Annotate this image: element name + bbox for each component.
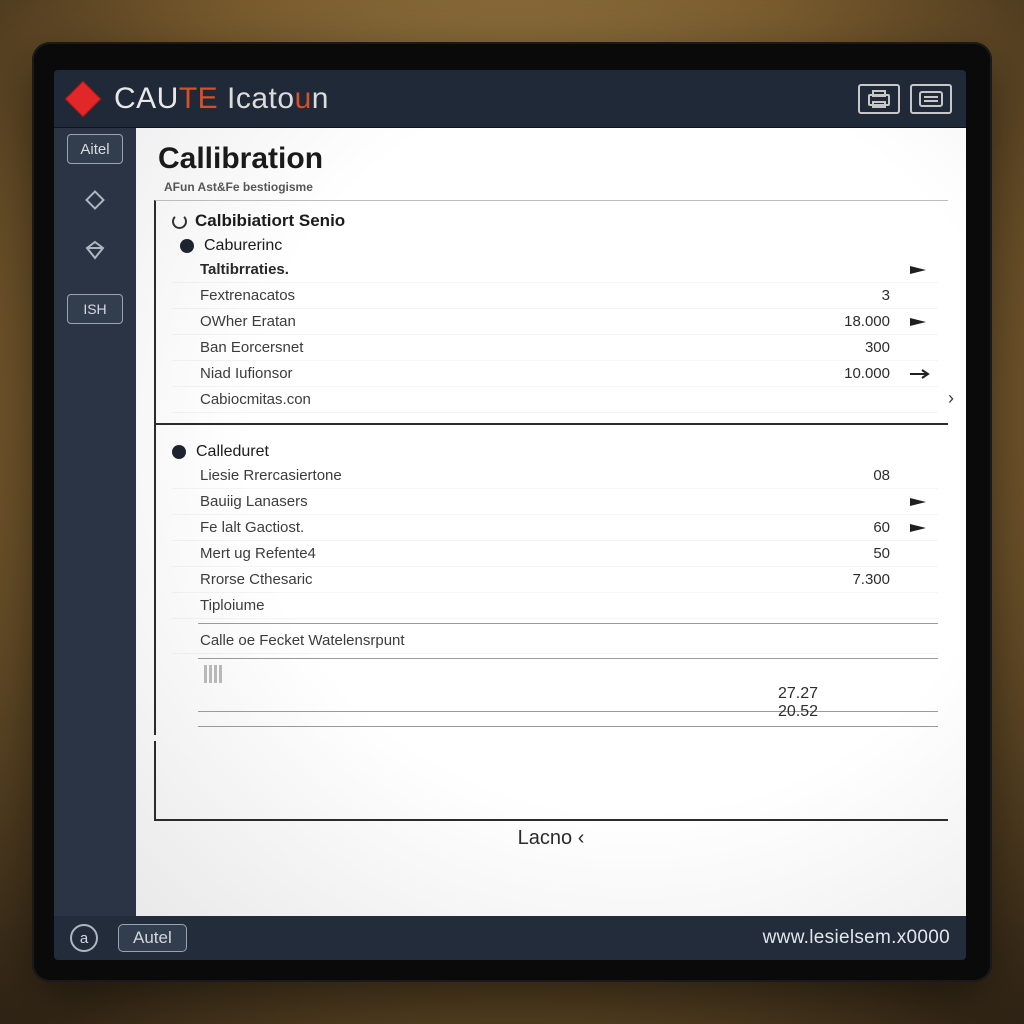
title-part-2: Icato bbox=[218, 82, 294, 115]
caret-icon bbox=[908, 522, 938, 534]
data-row[interactable]: Taltibrraties. bbox=[172, 257, 938, 283]
row-label: Fe lalt Gactiost. bbox=[200, 519, 818, 536]
footer-label: Calle oe Fecket Watelensrpunt bbox=[200, 632, 938, 649]
row-value: 50 bbox=[818, 545, 908, 562]
row-value: 300 bbox=[818, 339, 908, 356]
title-accent-1: TE bbox=[179, 82, 218, 115]
diamond-outline-icon[interactable] bbox=[81, 186, 109, 214]
subheader-2-label: Calleduret bbox=[196, 443, 269, 461]
page-title: Callibration bbox=[136, 128, 966, 178]
print-icon[interactable] bbox=[858, 84, 900, 114]
mini-bars-icon bbox=[172, 663, 938, 685]
row-label: Tiploiume bbox=[200, 597, 818, 614]
device-icon[interactable] bbox=[910, 84, 952, 114]
row-label: Mert ug Refente4 bbox=[200, 545, 818, 562]
bottom-nav-label[interactable]: Lacno ‹ bbox=[136, 821, 966, 850]
row-label: Rrorse Cthesaric bbox=[200, 571, 818, 588]
row-label: Niad Iufionsor bbox=[200, 365, 818, 382]
row-label: Liesie Rrercasiertone bbox=[200, 467, 818, 484]
caret-icon bbox=[908, 316, 938, 328]
sidebar-ish-button[interactable]: ISH bbox=[67, 294, 123, 324]
body-row: Aitel ISH Callibration AFun Ast&Fe besti… bbox=[54, 128, 966, 916]
rule bbox=[198, 711, 938, 712]
row-label: Fextrenacatos bbox=[200, 287, 818, 304]
row-label: Taltibrraties. bbox=[200, 261, 818, 278]
title-part-1: CAU bbox=[114, 82, 179, 115]
row-label: Bauiig Lanasers bbox=[200, 493, 818, 510]
data-row[interactable]: Mert ug Refente450 bbox=[172, 541, 938, 567]
logo-diamond-icon bbox=[65, 80, 102, 117]
stack-val-1: 20.52 bbox=[778, 703, 818, 721]
subheader-1-label: Caburerinc bbox=[204, 237, 282, 255]
row-value: 08 bbox=[818, 467, 908, 484]
rule bbox=[198, 658, 938, 659]
data-row[interactable]: Fe lalt Gactiost.60 bbox=[172, 515, 938, 541]
section-2: Calleduret Liesie Rrercasiertone08Bauiig… bbox=[154, 431, 948, 735]
footer-label-row: Calle oe Fecket Watelensrpunt bbox=[172, 628, 938, 654]
row-value: 3 bbox=[818, 287, 908, 304]
row-value: 7.300 bbox=[818, 571, 908, 588]
data-row[interactable]: Rrorse Cthesaric7.300 bbox=[172, 567, 938, 593]
row-value: 10.000 bbox=[818, 365, 908, 382]
row-label: Ban Eorcersnet bbox=[200, 339, 818, 356]
help-icon[interactable]: a bbox=[70, 924, 98, 952]
data-row[interactable]: OWher Eratan18.000 bbox=[172, 309, 938, 335]
sidebar: Aitel ISH bbox=[54, 128, 136, 916]
section-divider bbox=[156, 423, 948, 425]
device-bezel: CAUTE Icatoun Aitel ISH bbox=[32, 42, 992, 982]
top-bar: CAUTE Icatoun bbox=[54, 70, 966, 128]
row-value: 60 bbox=[818, 519, 908, 536]
main-panel: Callibration AFun Ast&Fe bestiogisme Cal… bbox=[136, 128, 966, 916]
bottom-bar: a Autel www.lesielsem.x0000 bbox=[54, 916, 966, 960]
bottom-nav-text: Lacno ‹ bbox=[518, 827, 585, 849]
bottom-url: www.lesielsem.x0000 bbox=[763, 927, 950, 949]
data-row[interactable]: Niad Iufionsor10.000 bbox=[172, 361, 938, 387]
refresh-icon bbox=[172, 214, 187, 229]
value-stack: 27.27 20.52 bbox=[778, 685, 818, 721]
bottom-brand-badge[interactable]: Autel bbox=[118, 924, 187, 952]
app-title: CAUTE Icatoun bbox=[114, 82, 329, 116]
tick-icon bbox=[908, 368, 938, 380]
stack-val-0: 27.27 bbox=[778, 685, 818, 703]
data-row[interactable]: Bauiig Lanasers bbox=[172, 489, 938, 515]
tag-icon[interactable] bbox=[81, 236, 109, 264]
subheader-2[interactable]: Calleduret bbox=[172, 439, 938, 463]
subheader-1[interactable]: Caburerinc bbox=[172, 233, 938, 257]
caret-icon bbox=[908, 264, 938, 276]
bullet-icon bbox=[172, 445, 186, 459]
title-part-3: n bbox=[312, 82, 329, 115]
data-row[interactable]: Fextrenacatos3 bbox=[172, 283, 938, 309]
chevron-right-icon[interactable]: › bbox=[948, 388, 962, 410]
caret-icon bbox=[908, 496, 938, 508]
section-1-header-label: Calbibiatiort Senio bbox=[195, 211, 345, 231]
section-1: Calbibiatiort Senio Caburerinc Taltibrra… bbox=[154, 200, 948, 431]
page-subtitle: AFun Ast&Fe bestiogisme bbox=[136, 178, 966, 200]
rule bbox=[198, 726, 938, 727]
data-row[interactable]: Cabiocmitas.con bbox=[172, 387, 938, 413]
empty-chart-area bbox=[154, 741, 948, 821]
bullet-icon bbox=[180, 239, 194, 253]
row-label: Cabiocmitas.con bbox=[200, 391, 818, 408]
rule bbox=[198, 623, 938, 624]
title-accent-2: u bbox=[295, 82, 312, 115]
sidebar-brand-badge[interactable]: Aitel bbox=[67, 134, 123, 164]
row-value: 18.000 bbox=[818, 313, 908, 330]
row-label: OWher Eratan bbox=[200, 313, 818, 330]
section-1-header[interactable]: Calbibiatiort Senio bbox=[172, 207, 938, 233]
data-row[interactable]: Ban Eorcersnet300 bbox=[172, 335, 938, 361]
screen: CAUTE Icatoun Aitel ISH bbox=[54, 70, 966, 960]
data-row[interactable]: Tiploiume bbox=[172, 593, 938, 619]
data-row[interactable]: Liesie Rrercasiertone08 bbox=[172, 463, 938, 489]
